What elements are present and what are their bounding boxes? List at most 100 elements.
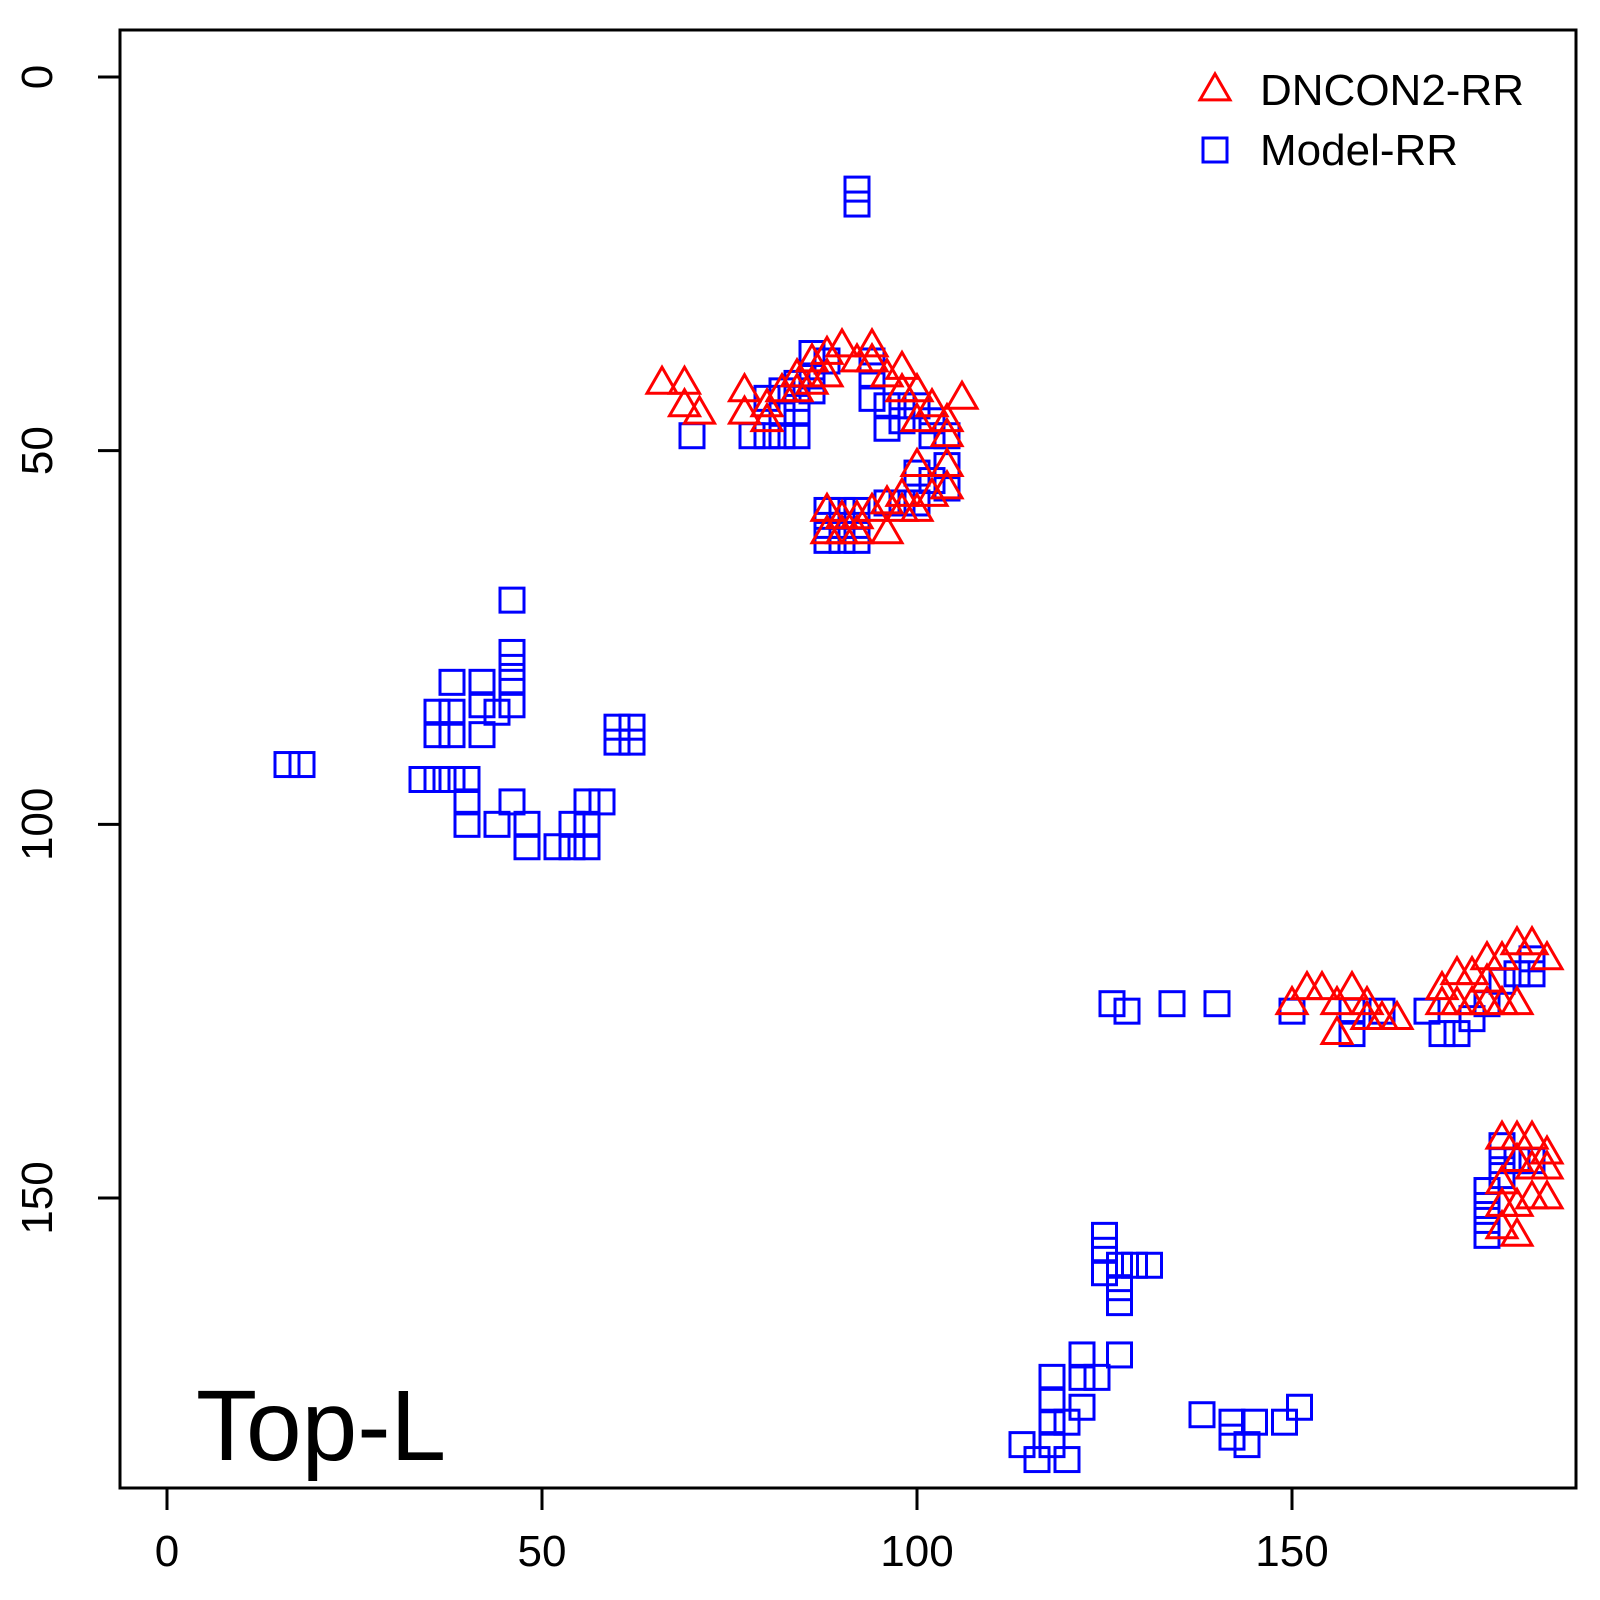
point-marker xyxy=(903,489,931,517)
point-marker xyxy=(1274,984,1310,1016)
point-marker xyxy=(794,341,830,373)
point-marker xyxy=(918,407,946,435)
point-marker xyxy=(854,326,890,358)
point-marker xyxy=(1473,1206,1501,1234)
point-marker xyxy=(899,401,935,433)
point-marker xyxy=(854,341,890,373)
point-marker xyxy=(1083,1363,1111,1391)
point-marker xyxy=(681,394,718,425)
point-marker xyxy=(1038,1363,1066,1391)
point-marker xyxy=(453,765,481,793)
point-marker xyxy=(1334,969,1370,1001)
point-marker xyxy=(1499,1141,1535,1173)
point-marker xyxy=(438,668,466,696)
point-marker xyxy=(914,476,950,507)
point-marker xyxy=(1499,1186,1535,1217)
point-marker xyxy=(1113,997,1141,1025)
point-marker xyxy=(858,347,886,375)
point-marker xyxy=(824,326,860,358)
point-marker xyxy=(1458,1005,1486,1033)
point-marker xyxy=(828,496,856,524)
point-marker xyxy=(468,668,496,696)
point-marker xyxy=(438,721,466,749)
point-marker xyxy=(1338,1020,1366,1048)
point-marker xyxy=(873,392,901,420)
plot-frame xyxy=(118,28,1578,1490)
point-marker xyxy=(914,386,950,418)
point-marker xyxy=(1203,990,1231,1018)
point-marker xyxy=(498,653,526,681)
y-axis: 0 50 100 150 xyxy=(13,65,122,1235)
panel-label: Top-L xyxy=(196,1370,446,1482)
point-marker xyxy=(783,399,811,427)
point-marker xyxy=(498,788,526,816)
point-marker xyxy=(1271,1408,1298,1436)
point-marker xyxy=(1106,1289,1133,1317)
x-tick-label: 100 xyxy=(880,1527,953,1576)
point-marker xyxy=(1091,1221,1118,1249)
point-marker xyxy=(738,422,766,450)
legend-item: Model-RR xyxy=(1201,126,1458,175)
point-marker xyxy=(558,833,586,861)
point-marker xyxy=(273,751,301,779)
point-marker xyxy=(726,371,763,403)
point-marker xyxy=(666,386,703,418)
point-marker xyxy=(423,765,451,793)
point-marker xyxy=(1218,1423,1246,1451)
point-marker xyxy=(468,691,496,719)
point-marker xyxy=(768,377,796,405)
legend-label: Model-RR xyxy=(1260,126,1458,175)
point-marker xyxy=(1106,1274,1133,1302)
point-marker xyxy=(1038,1408,1066,1436)
point-marker xyxy=(1241,1408,1268,1436)
point-marker xyxy=(453,810,481,838)
point-marker xyxy=(1518,945,1546,973)
point-marker xyxy=(1091,1236,1118,1264)
point-marker xyxy=(1454,954,1490,986)
point-marker xyxy=(1379,999,1415,1031)
point-marker xyxy=(888,407,916,435)
point-marker xyxy=(903,392,931,420)
point-marker xyxy=(573,788,601,816)
point-marker xyxy=(843,175,871,203)
point-marker xyxy=(753,384,781,412)
point-marker xyxy=(1503,960,1531,988)
point-marker xyxy=(1218,1408,1246,1436)
point-marker xyxy=(918,467,946,495)
point-marker xyxy=(498,638,526,666)
point-marker xyxy=(1233,1431,1261,1459)
point-marker xyxy=(1136,1251,1163,1279)
point-marker xyxy=(1514,1119,1550,1150)
point-marker xyxy=(933,452,961,480)
point-marker xyxy=(644,364,680,395)
point-marker xyxy=(513,833,541,861)
y-tick-label: 50 xyxy=(13,426,62,475)
point-marker xyxy=(1529,1178,1565,1210)
point-marker xyxy=(813,496,841,524)
point-marker xyxy=(726,394,763,425)
point-marker xyxy=(918,422,946,450)
point-marker xyxy=(749,401,785,433)
series-dncon2-rr xyxy=(644,326,1565,1247)
point-marker xyxy=(1304,969,1340,1001)
point-marker xyxy=(666,364,703,395)
point-marker xyxy=(1106,1251,1133,1279)
point-marker xyxy=(513,810,541,838)
point-marker xyxy=(813,511,841,539)
point-marker xyxy=(483,810,511,838)
point-marker xyxy=(1053,1408,1081,1436)
point-marker xyxy=(843,496,871,524)
point-marker xyxy=(1319,1014,1355,1045)
point-marker xyxy=(1038,1386,1066,1414)
point-marker xyxy=(809,356,845,388)
y-tick-label: 150 xyxy=(13,1161,62,1234)
x-tick-label: 0 xyxy=(155,1527,179,1576)
point-marker xyxy=(618,728,646,756)
point-marker xyxy=(1473,1177,1501,1205)
point-marker xyxy=(794,364,830,395)
point-marker xyxy=(1121,1251,1148,1279)
point-marker xyxy=(1023,1446,1051,1474)
point-marker xyxy=(768,422,796,450)
point-marker xyxy=(1473,1221,1501,1249)
point-marker xyxy=(929,416,965,448)
